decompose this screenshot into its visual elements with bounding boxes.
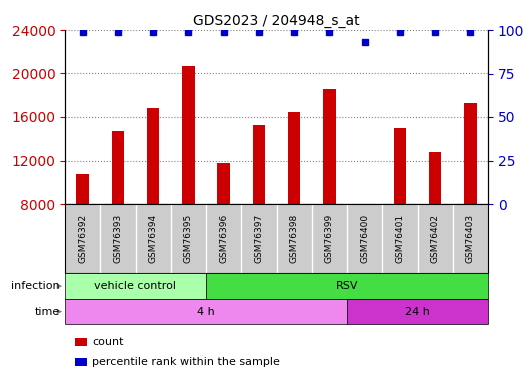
- Text: count: count: [92, 337, 124, 347]
- Text: GSM76402: GSM76402: [430, 214, 440, 263]
- Bar: [147, 108, 160, 291]
- Text: 4 h: 4 h: [197, 307, 215, 316]
- Text: time: time: [35, 307, 60, 316]
- Text: GSM76400: GSM76400: [360, 214, 369, 263]
- Text: percentile rank within the sample: percentile rank within the sample: [92, 357, 280, 368]
- Text: vehicle control: vehicle control: [95, 281, 176, 291]
- Text: infection: infection: [11, 281, 60, 291]
- Bar: [323, 89, 336, 291]
- Bar: [206, 273, 488, 299]
- Text: GSM76395: GSM76395: [184, 214, 193, 263]
- Text: RSV: RSV: [336, 281, 358, 291]
- Bar: [253, 124, 265, 291]
- Bar: [182, 66, 195, 291]
- Bar: [358, 205, 371, 291]
- Bar: [347, 299, 488, 324]
- Bar: [464, 103, 476, 291]
- Bar: [288, 112, 300, 291]
- Text: GSM76397: GSM76397: [254, 214, 264, 263]
- Text: 24 h: 24 h: [405, 307, 430, 316]
- Text: GSM76393: GSM76393: [113, 214, 122, 263]
- Bar: [112, 131, 124, 291]
- Title: GDS2023 / 204948_s_at: GDS2023 / 204948_s_at: [193, 13, 360, 28]
- Bar: [65, 299, 347, 324]
- Text: GSM76399: GSM76399: [325, 214, 334, 263]
- Text: GSM76401: GSM76401: [395, 214, 404, 263]
- Bar: [76, 174, 89, 291]
- Text: GSM76403: GSM76403: [466, 214, 475, 263]
- Bar: [429, 152, 441, 291]
- Text: GSM76392: GSM76392: [78, 214, 87, 263]
- Bar: [65, 273, 206, 299]
- Text: GSM76396: GSM76396: [219, 214, 228, 263]
- Bar: [394, 128, 406, 291]
- Text: GSM76394: GSM76394: [149, 214, 157, 263]
- Text: GSM76398: GSM76398: [290, 214, 299, 263]
- Bar: [218, 163, 230, 291]
